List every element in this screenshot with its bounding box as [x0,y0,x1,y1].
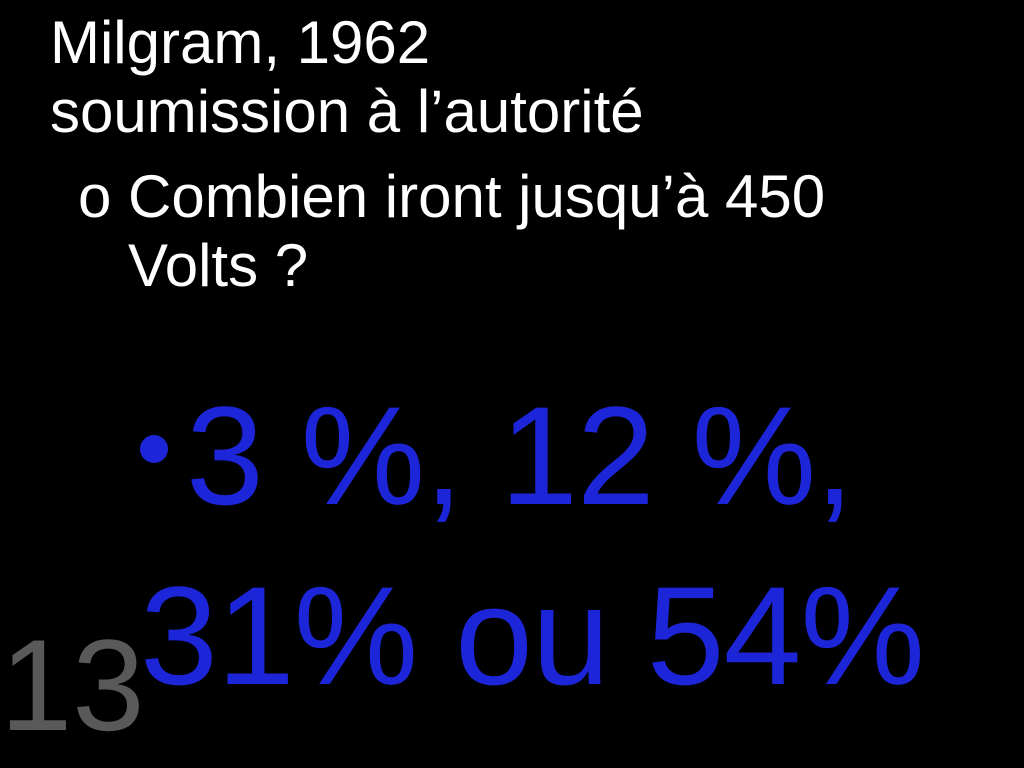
bullet-marker: o [78,162,128,231]
question-text: Combien iront jusqu’à 450 Volts ? [128,162,958,300]
bullet-dot-icon [140,435,168,463]
answers-text-1: 3 %, 12 %, [186,377,853,534]
title-line-1: Milgram, 1962 [50,8,980,77]
title-line-2: soumission à l’autorité [50,77,980,146]
question-bullet: oCombien iront jusqu’à 450 Volts ? [78,162,978,300]
slide-number: 13 [0,610,145,760]
answers-line-1: 3 %, 12 %, [140,380,1010,531]
title-block: Milgram, 1962 soumission à l’autorité [50,8,980,146]
slide: Milgram, 1962 soumission à l’autorité oC… [0,0,1024,768]
answers-line-2: 31% ou 54% [140,560,1020,711]
answers-line-1-wrap: 3 %, 12 %, [140,380,1010,531]
